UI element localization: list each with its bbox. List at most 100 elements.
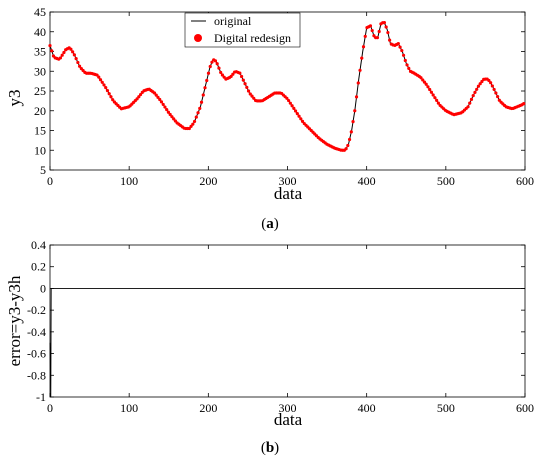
chart-a-marker-digital-redesign (400, 48, 404, 53)
chart-a-marker-digital-redesign (109, 95, 113, 99)
chart-a-marker-digital-redesign (105, 89, 110, 93)
chart-a-marker-digital-redesign (156, 95, 160, 99)
chart-a-marks (48, 21, 526, 152)
chart-a-marker-digital-redesign (196, 111, 200, 115)
chart-a-ytick-label: 25 (34, 84, 46, 98)
chart-a-marker-digital-redesign (60, 53, 64, 57)
chart-a-marker-digital-redesign (152, 91, 157, 95)
chart-a-marker-digital-redesign (194, 115, 198, 119)
chart-a-xtick-label: 400 (358, 174, 376, 188)
chart-a-marker-digital-redesign (215, 62, 219, 66)
chart-a-marker-digital-redesign (475, 87, 479, 91)
chart-a: 0 100 200 300 400 500 600 5 10 15 20 25 30 35 40 45 ori… (5, 5, 534, 232)
chart-a-xtick-label: 300 (279, 174, 297, 188)
chart-a-marker-digital-redesign (436, 101, 440, 105)
chart-b-caption-letter: b (266, 440, 274, 456)
chart-a-marker-digital-redesign (419, 76, 423, 80)
chart-a-marker-digital-redesign (206, 71, 211, 75)
chart-a-marker-digital-redesign (187, 126, 191, 131)
chart-a-marker-digital-redesign (97, 75, 101, 79)
chart-a-ytick-label: 45 (34, 5, 46, 19)
chart-a-marker-digital-redesign (170, 115, 174, 119)
chart-a-marker-digital-redesign (161, 102, 165, 107)
chart-a-marker-digital-redesign (111, 98, 115, 102)
chart-a-marker-digital-redesign (490, 84, 494, 88)
chart-a-marker-digital-redesign (290, 104, 294, 108)
chart-a-marker-digital-redesign (292, 106, 296, 110)
chart-a-marker-digital-redesign (229, 74, 233, 78)
chart-a-marker-digital-redesign (69, 47, 73, 51)
chart-a-marker-digital-redesign (401, 53, 406, 57)
chart-a-marker-digital-redesign (422, 80, 427, 84)
chart-a-marker-digital-redesign (356, 81, 360, 85)
chart-b-ytick-label: -0.8 (27, 368, 46, 382)
chart-a-marker-digital-redesign (191, 122, 195, 126)
chart-a-marker-digital-redesign (137, 95, 141, 99)
chart-a-marker-digital-redesign (300, 119, 305, 124)
chart-a-marker-digital-redesign (159, 100, 164, 104)
chart-a-marker-digital-redesign (377, 29, 381, 34)
chart-a-marker-digital-redesign (104, 86, 108, 90)
chart-a-marker-digital-redesign (384, 25, 388, 29)
chart-a-xtick-label: 200 (199, 174, 217, 188)
chart-a-marker-digital-redesign (492, 87, 496, 92)
chart-a-marker-digital-redesign (172, 117, 176, 121)
chart-b-caption: (b) (261, 440, 279, 456)
chart-a-marker-digital-redesign (250, 94, 254, 98)
chart-a-marker-digital-redesign (243, 82, 247, 86)
chart-a-marker-digital-redesign (435, 98, 439, 102)
chart-a-caption: (a) (261, 216, 279, 232)
chart-a-marker-digital-redesign (74, 57, 78, 61)
legend-digital-redesign-marker (194, 34, 202, 42)
chart-a-marker-digital-redesign (231, 72, 235, 76)
chart-b-ytick-label: 0.2 (31, 260, 46, 274)
chart-a-marker-digital-redesign (288, 101, 292, 105)
chart-a-marker-digital-redesign (471, 94, 475, 98)
chart-a-marker-digital-redesign (100, 80, 104, 84)
chart-a-marker-digital-redesign (431, 93, 435, 97)
chart-a-marker-digital-redesign (433, 96, 437, 100)
chart-b-xtick-label: 400 (358, 401, 376, 415)
chart-b: 0 100 200 300 400 500 600 -1 -0.8 -0.6 -0.4 -0.2 0 0.… (5, 238, 534, 456)
chart-a-marker-digital-redesign (407, 66, 411, 71)
chart-a-marker-digital-redesign (48, 43, 52, 48)
chart-a-xtick-label: 600 (516, 174, 534, 188)
chart-a-marker-digital-redesign (189, 124, 193, 128)
chart-a-legend: original Digital redesign (184, 12, 301, 48)
chart-a-marker-digital-redesign (375, 36, 380, 40)
chart-a-marker-digital-redesign (168, 112, 172, 117)
chart-a-marker-digital-redesign (203, 86, 207, 90)
chart-b-series-line (49, 287, 525, 398)
chart-a-marker-digital-redesign (297, 114, 301, 118)
chart-a-marker-digital-redesign (241, 78, 245, 82)
chart-b-xtick-label: 100 (120, 401, 138, 415)
chart-a-marker-digital-redesign (466, 105, 470, 109)
chart-a-marker-digital-redesign (50, 49, 54, 53)
chart-a-marker-digital-redesign (78, 64, 82, 68)
chart-a-marker-digital-redesign (421, 78, 425, 82)
chart-a-marker-digital-redesign (353, 109, 357, 113)
chart-a-marker-digital-redesign (158, 97, 162, 102)
chart-b-marks (49, 287, 525, 398)
chart-a-ytick-label: 40 (34, 25, 46, 39)
legend-digital-redesign-label: Digital redesign (214, 31, 291, 45)
chart-a-marker-digital-redesign (468, 101, 472, 105)
chart-a-ticks: 0 100 200 300 400 500 600 5 10 15 20 25 30 35 40 45 (34, 5, 534, 188)
chart-a-marker-digital-redesign (138, 92, 143, 97)
chart-a-marker-digital-redesign (166, 110, 171, 114)
chart-a-marker-digital-redesign (165, 108, 169, 112)
chart-b-xtick-label: 500 (437, 401, 455, 415)
chart-a-marker-digital-redesign (469, 97, 474, 101)
chart-a-marker-digital-redesign (217, 66, 221, 70)
chart-b-plot-area (49, 244, 526, 398)
chart-a-ylabel: y3 (5, 90, 24, 107)
chart-b-ytick-label: -0.4 (27, 325, 46, 339)
chart-a-marker-digital-redesign (71, 50, 75, 54)
chart-a-marker-digital-redesign (252, 96, 256, 100)
chart-a-marker-digital-redesign (213, 59, 218, 63)
chart-a-marker-digital-redesign (487, 78, 491, 83)
chart-a-caption-letter: a (266, 216, 274, 232)
chart-a-xtick-label: 500 (437, 174, 455, 188)
chart-b-xtick-label: 200 (199, 401, 217, 415)
chart-a-marker-digital-redesign (429, 90, 434, 94)
